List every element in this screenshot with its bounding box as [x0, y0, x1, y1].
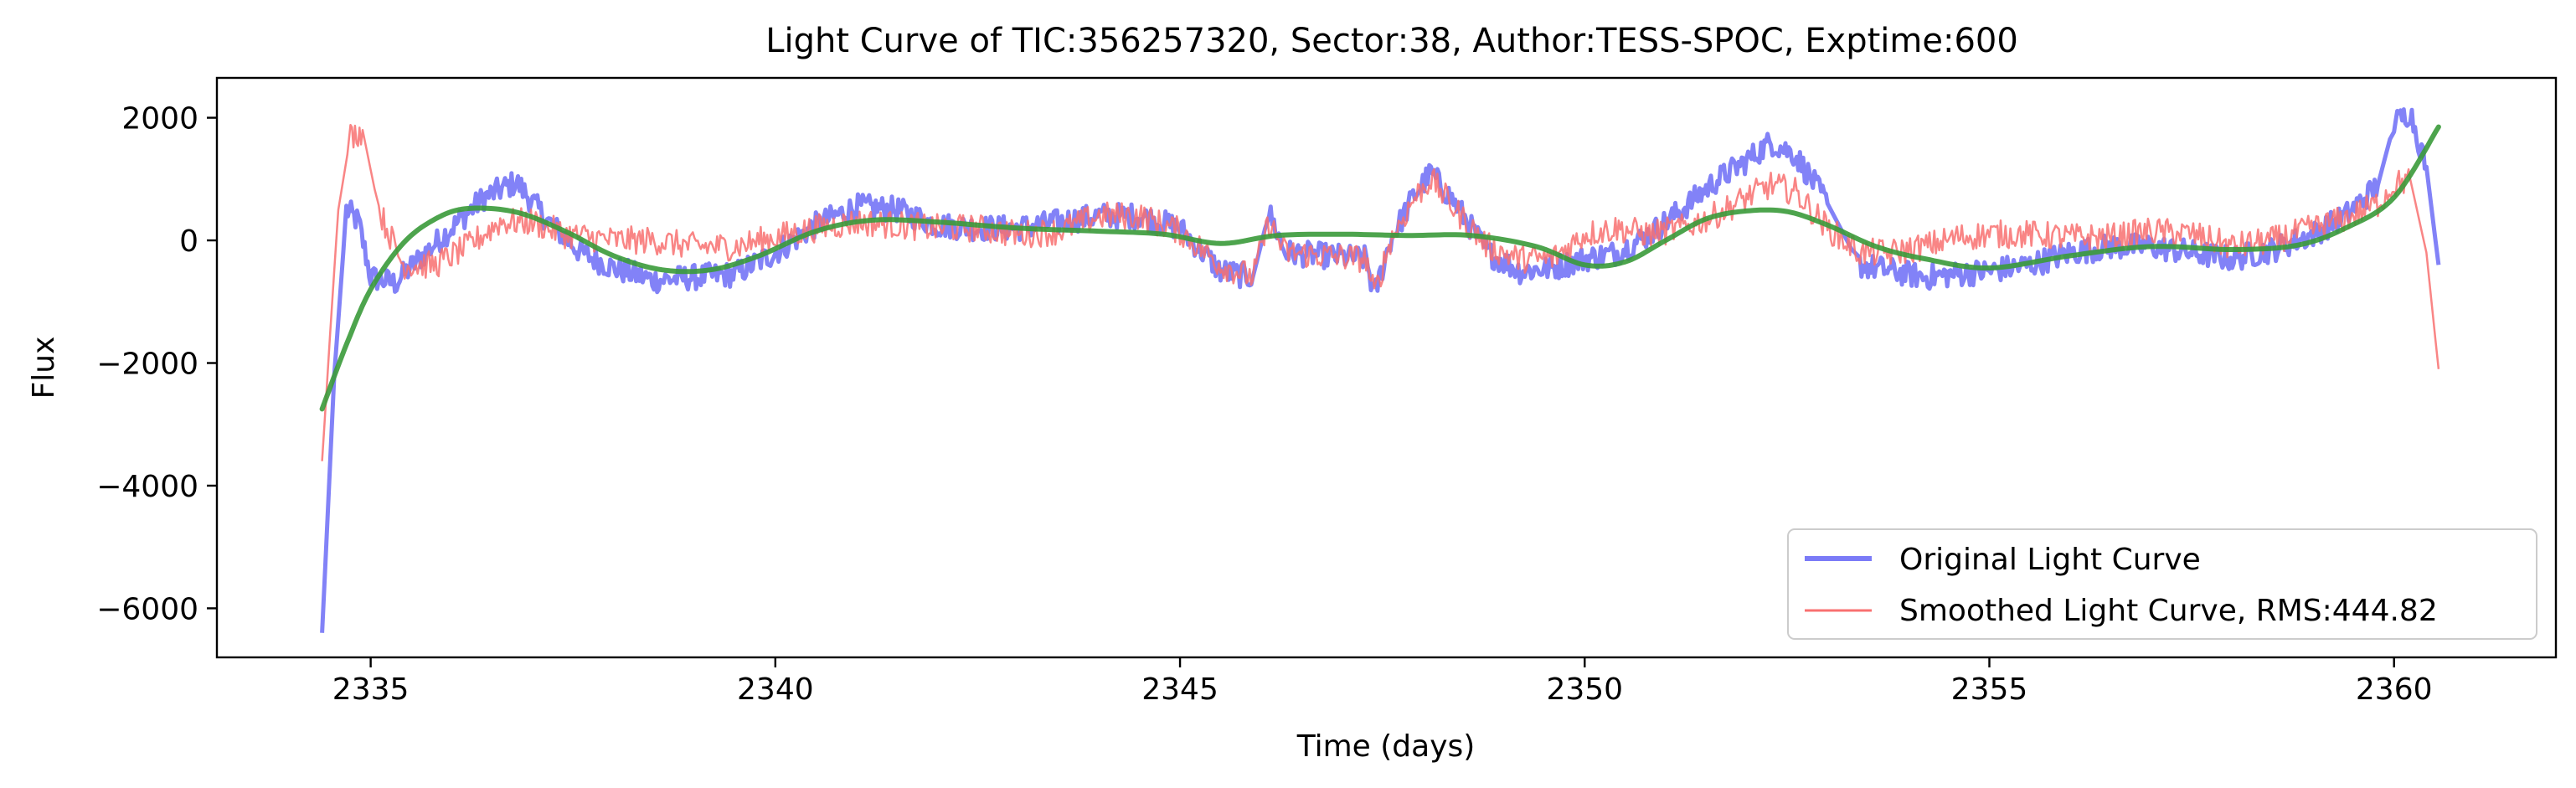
- x-tick-label: 2360: [2356, 672, 2433, 707]
- plot-area: [215, 76, 2558, 659]
- x-tick-label: 2350: [1546, 672, 1623, 707]
- x-axis-label: Time (days): [1296, 729, 1476, 764]
- y-tick-label: −2000: [96, 348, 198, 382]
- chart-title: Light Curve of TIC:356257320, Sector:38,…: [765, 22, 2018, 60]
- y-axis-ticks: −6000 −4000 −2000 0 2000: [96, 102, 217, 626]
- x-axis-ticks: 2335 2340 2345 2350 2355 2360: [332, 657, 2433, 707]
- x-tick-label: 2345: [1141, 672, 1218, 707]
- x-tick-label: 2335: [332, 672, 410, 707]
- series-layer: [319, 107, 2441, 633]
- series-trend-fit: [319, 124, 2441, 412]
- y-tick-label: 0: [179, 224, 198, 259]
- plot-frame: [215, 76, 2558, 659]
- legend: Original Light Curve Smoothed Light Curv…: [1787, 528, 2537, 640]
- legend-label-smoothed: Smoothed Light Curve, RMS:444.82: [1899, 594, 2438, 628]
- y-axis-label: Flux: [27, 337, 61, 399]
- y-tick-label: −6000: [96, 592, 198, 626]
- legend-label-original: Original Light Curve: [1899, 543, 2201, 577]
- x-tick-label: 2340: [737, 672, 814, 707]
- legend-box: [1787, 528, 2537, 640]
- y-tick-label: 2000: [121, 102, 198, 136]
- y-tick-label: −4000: [96, 470, 198, 504]
- series-smoothed-light-curve: [321, 123, 2440, 461]
- x-tick-label: 2355: [1951, 672, 2028, 707]
